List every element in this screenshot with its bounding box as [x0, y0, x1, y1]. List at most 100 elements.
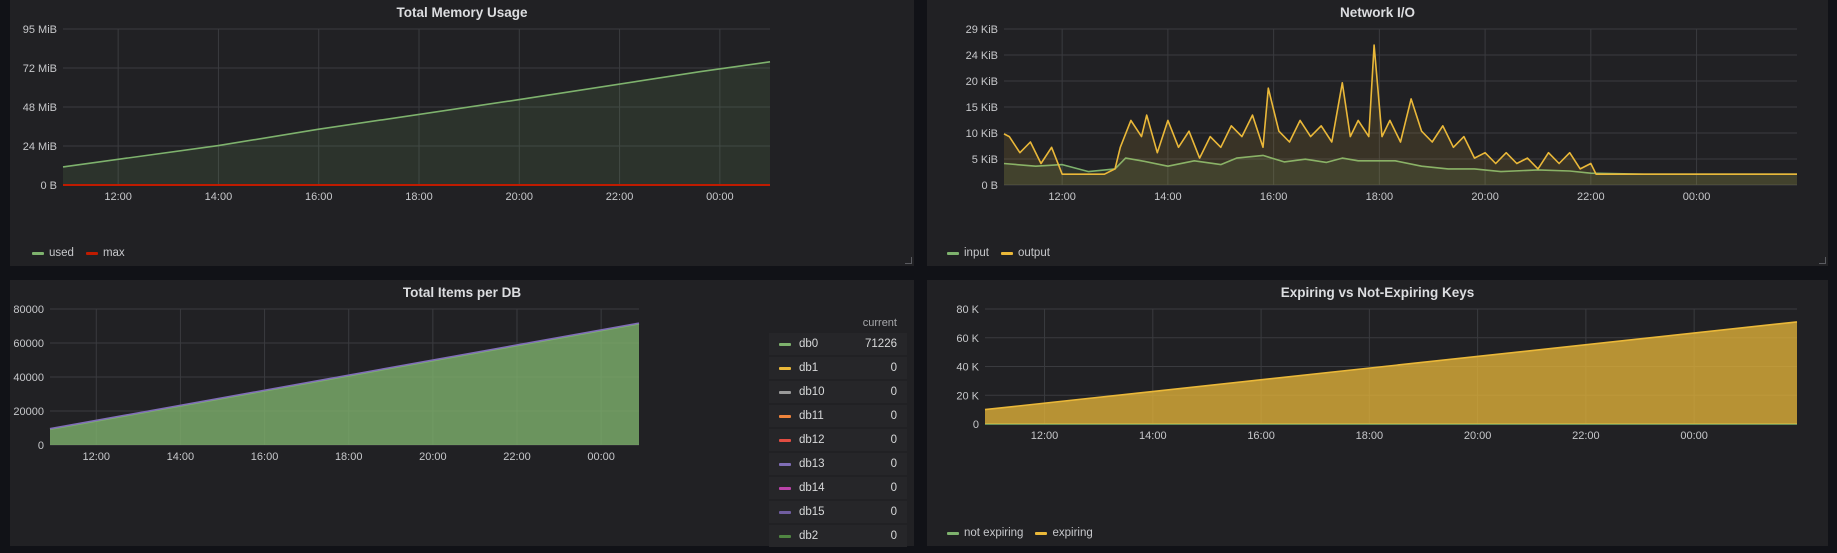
table-legend: current db0 71226 db1 0 db10 0 db11 0 db12 0 db13 0…	[769, 313, 907, 549]
legend-row-db14[interactable]: db14 0	[769, 477, 907, 499]
x-tick-label: 22:00	[1572, 430, 1600, 442]
x-tick-label: 20:00	[506, 191, 534, 203]
x-tick-label: 22:00	[606, 191, 634, 203]
y-tick-label: 0 B	[981, 180, 998, 192]
series-line-used[interactable]	[62, 61, 771, 168]
legend-item-max[interactable]: max	[85, 247, 125, 259]
legend-row-db0[interactable]: db0 71226	[769, 333, 907, 355]
legend-item-used[interactable]: used	[32, 247, 74, 259]
panel-title[interactable]: Expiring vs Not-Expiring Keys	[1280, 285, 1475, 300]
y-tick-label: 20000	[13, 406, 44, 418]
legend-row-db13[interactable]: db13 0	[769, 453, 907, 475]
x-tick-label: 00:00	[706, 191, 734, 203]
legend-rows: db0 71226 db1 0 db10 0 db11 0 db12 0 db13 0 db14 0 db1…	[769, 333, 907, 547]
series-line-input[interactable]	[1003, 154, 1797, 175]
panel-title[interactable]: Total Memory Usage	[396, 5, 528, 20]
panel-title[interactable]: Total Items per DB	[402, 285, 522, 300]
x-tick-label: 12:00	[1031, 430, 1059, 442]
keys-chart[interactable]: 0 20 K 40 K 60 K 80 K 12:00 14:00 16:00 18:00 20:…	[927, 280, 1828, 546]
legend-value: 0	[890, 386, 897, 398]
x-tick-label: 00:00	[1680, 430, 1708, 442]
swatch-used	[32, 251, 44, 255]
legend-row-db12[interactable]: db12 0	[769, 429, 907, 451]
legend-value: 0	[890, 434, 897, 446]
swatch-db11	[779, 414, 791, 418]
legend-label: not expiring	[964, 527, 1024, 539]
panel-expiring-keys: Expiring vs Not-Expiring Keys 0 20 K 40 K 6…	[927, 280, 1828, 546]
y-tick-label: 72 MiB	[23, 63, 57, 75]
swatch-output	[1000, 251, 1013, 255]
items-chart[interactable]: 0 20000 40000 60000 80000 12:00 14:00 16:00 18:0…	[10, 280, 914, 546]
legend-row-db11[interactable]: db11 0	[769, 405, 907, 427]
legend-value: 71226	[865, 338, 897, 350]
x-tick-label: 16:00	[1247, 430, 1275, 442]
series-area-used	[63, 61, 770, 185]
y-tick-label: 60 K	[956, 333, 979, 345]
swatch-db12	[779, 438, 791, 442]
legend-item-expiring[interactable]: expiring	[1035, 527, 1093, 539]
panel-title[interactable]: Network I/O	[1339, 5, 1415, 20]
x-tick-label: 22:00	[1577, 191, 1605, 203]
swatch-not-expiring	[947, 531, 959, 535]
legend-row-db2[interactable]: db2 0	[769, 525, 907, 547]
x-tick-label: 18:00	[405, 191, 433, 203]
series-area-expiring	[985, 321, 1797, 424]
memory-chart[interactable]: 0 B 24 MiB 48 MiB 72 MiB 95 MiB 12:00 14:00 16:…	[10, 0, 914, 266]
y-tick-label: 29 KiB	[966, 24, 998, 36]
panel-total-memory-usage: Total Memory Usage 0 B 24 MiB 48 MiB 72 MiB…	[10, 0, 914, 266]
legend-label: db0	[799, 338, 819, 350]
legend-label: max	[102, 247, 125, 259]
legend-value: 0	[890, 458, 897, 470]
resize-handle[interactable]	[905, 257, 912, 264]
series-area-db0	[50, 323, 639, 445]
y-tick-label: 20 K	[956, 390, 979, 402]
x-tick-label: 14:00	[205, 191, 233, 203]
legend-item-input[interactable]: input	[947, 247, 989, 259]
legend-row-db1[interactable]: db1 0	[769, 357, 907, 379]
y-tick-label: 24 KiB	[966, 50, 998, 62]
legend-value: 0	[890, 362, 897, 374]
y-tick-label: 0	[38, 440, 44, 452]
legend-label: db2	[799, 530, 819, 542]
x-tick-label: 16:00	[1260, 191, 1288, 203]
x-tick-label: 18:00	[335, 451, 363, 463]
x-tick-label: 20:00	[1471, 191, 1499, 203]
resize-handle[interactable]	[1819, 257, 1826, 264]
legend: not expiring expiring	[947, 527, 1093, 539]
network-chart[interactable]: 0 B 5 KiB 10 KiB 15 KiB 20 KiB 24 KiB 29 KiB 12…	[927, 0, 1828, 266]
swatch-db10	[779, 390, 791, 394]
legend-header-current[interactable]: current	[862, 317, 897, 329]
y-tick-label: 48 MiB	[23, 102, 57, 114]
y-tick-label: 60000	[13, 338, 44, 350]
y-tick-label: 40000	[13, 372, 44, 384]
swatch-db0	[779, 342, 791, 346]
legend-label: expiring	[1052, 527, 1093, 539]
legend-row-db15[interactable]: db15 0	[769, 501, 907, 523]
x-tick-label: 00:00	[587, 451, 615, 463]
legend-item-output[interactable]: output	[1000, 247, 1050, 259]
y-tick-label: 80 K	[956, 304, 979, 316]
y-tick-label: 20 KiB	[966, 76, 998, 88]
legend-label: db15	[799, 506, 825, 518]
series-line-output[interactable]	[1003, 44, 1797, 175]
x-tick-label: 12:00	[1048, 191, 1076, 203]
swatch-expiring	[1035, 531, 1048, 535]
legend-label: db1	[799, 362, 819, 374]
legend-row-db10[interactable]: db10 0	[769, 381, 907, 403]
x-tick-label: 20:00	[419, 451, 447, 463]
series-line-expiring[interactable]	[984, 321, 1798, 411]
legend-item-not-expiring[interactable]: not expiring	[947, 527, 1023, 539]
y-tick-label: 10 KiB	[966, 128, 998, 140]
x-tick-label: 00:00	[1683, 191, 1711, 203]
legend-label: db14	[799, 482, 825, 494]
x-tick-label: 18:00	[1356, 430, 1384, 442]
series-line-db13[interactable]	[49, 322, 640, 430]
y-tick-label: 5 KiB	[972, 154, 998, 166]
x-tick-label: 14:00	[1154, 191, 1182, 203]
legend-label: db11	[799, 410, 824, 422]
x-tick-label: 14:00	[1139, 430, 1167, 442]
legend-value: 0	[890, 506, 897, 518]
legend-label: input	[964, 247, 989, 259]
legend-value: 0	[890, 410, 897, 422]
swatch-db13	[779, 462, 791, 466]
